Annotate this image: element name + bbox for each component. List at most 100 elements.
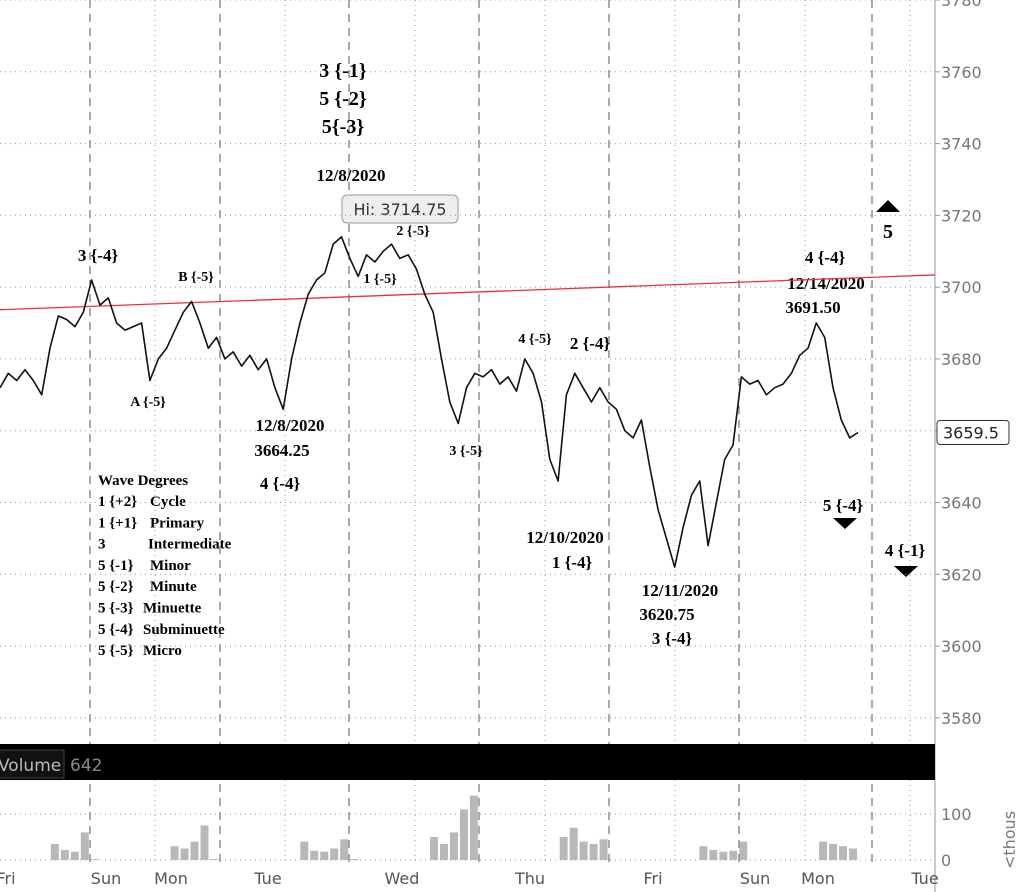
volume-bar — [350, 859, 359, 860]
x-tick-label: Fri — [0, 869, 16, 888]
x-tick-label: Sun — [91, 869, 121, 888]
volume-bar — [559, 837, 568, 860]
annotation: 12/10/2020 — [526, 528, 603, 547]
volume-bar — [729, 850, 738, 860]
volume-bar — [300, 841, 309, 860]
wave-degree-legend: Wave Degrees 1 {+2} Cycle 1 {+1} Primary 3 In… — [98, 473, 232, 659]
annotation: 1 {-5} — [363, 272, 397, 287]
hi-label: Hi: 3714.75 — [353, 200, 446, 219]
volume-bar — [180, 848, 189, 860]
volume-bar — [459, 809, 468, 860]
volume-header — [0, 744, 935, 780]
volume-bar — [849, 848, 857, 860]
volume-tick-label: 0 — [941, 851, 951, 870]
annotation: 3620.75 — [639, 605, 694, 624]
volume-bar — [80, 832, 89, 860]
annotation: B {-5} — [178, 270, 214, 285]
annotation: 3691.50 — [785, 298, 840, 317]
annotation: 5{-3} — [322, 116, 365, 138]
y-tick-label: 3640 — [941, 494, 982, 513]
annotation: A {-5} — [130, 395, 166, 410]
hi-bubble — [341, 194, 459, 224]
volume-bar — [699, 846, 708, 860]
annotation: 3 {-4} — [652, 629, 693, 648]
legend-name: Subminuette — [143, 622, 225, 638]
legend-name: Primary — [150, 515, 205, 531]
volume-bar — [569, 827, 578, 860]
trendline — [0, 274, 936, 311]
annotation: 4 {-4} — [260, 474, 301, 493]
annotation: 3 {-4} — [78, 246, 119, 265]
x-tick-label: Fri — [643, 869, 662, 888]
volume-bar — [579, 841, 588, 860]
annotation: 12/8/2020 — [317, 166, 386, 185]
y-tick-label: 3700 — [941, 278, 982, 297]
volume-bar — [60, 849, 69, 860]
volume-bar — [829, 843, 838, 860]
last-price-box — [936, 420, 1010, 446]
volume-bar — [170, 846, 179, 860]
volume-tick-label: 100 — [941, 805, 972, 824]
volume-bar — [589, 843, 598, 860]
annotation: 3 {-1} — [319, 60, 367, 82]
x-tick-label: Wed — [385, 869, 420, 888]
volume-bar — [70, 851, 79, 860]
volume-bar — [200, 825, 209, 860]
x-tick-label: Mon — [154, 869, 188, 888]
x-tick-label: Tue — [910, 869, 938, 888]
y-tick-label: 3580 — [941, 709, 982, 728]
x-tick-label: Sun — [740, 869, 770, 888]
legend-code: 5 {-4} — [98, 622, 134, 638]
volume-bar — [599, 839, 608, 860]
volume-label: Volume — [0, 756, 61, 776]
up-arrow — [876, 200, 900, 212]
down-arrow — [833, 518, 857, 529]
legend-title: Wave Degrees — [98, 473, 188, 489]
volume-bar — [469, 795, 478, 860]
last-price: 3659.5 — [943, 424, 999, 443]
annotation: 5 — [883, 221, 893, 243]
annotation: 12/8/2020 — [256, 416, 325, 435]
legend-name: Intermediate — [148, 537, 232, 553]
volume-bar — [210, 859, 219, 860]
annotation: 5 {-4} — [823, 496, 864, 515]
legend-code: 5 {-1} — [98, 558, 134, 574]
y-tick-label: 3600 — [941, 637, 982, 656]
legend-name: Minuette — [143, 601, 202, 617]
annotation: 4 {-5} — [518, 332, 552, 347]
annotation: 5 {-2} — [319, 88, 367, 110]
annotation: 3 {-5} — [449, 444, 483, 459]
x-tick-label: Tue — [253, 869, 281, 888]
legend-code: 1 {+1} — [98, 515, 137, 531]
y-tick-label: 3720 — [941, 206, 982, 225]
y-tick-label: 3620 — [941, 565, 982, 584]
price-line — [0, 236, 859, 568]
legend-code: 5 {-5} — [98, 643, 134, 659]
annotation: 4 {-4} — [805, 248, 846, 267]
legend-name: Minute — [150, 579, 197, 595]
volume-unit: <thous — [1000, 811, 1019, 869]
annotation: 3664.25 — [254, 441, 309, 460]
y-tick-label: 3780 — [941, 0, 982, 10]
annotation: 12/14/2020 — [787, 274, 864, 293]
volume-last: 642 — [70, 756, 102, 776]
volume-bar — [90, 859, 99, 860]
annotation: 2 {-4} — [570, 334, 611, 353]
volume-bar — [709, 849, 718, 860]
volume-bar — [330, 848, 339, 860]
legend-name: Minor — [150, 558, 191, 574]
volume-bar — [320, 851, 329, 860]
volume-bar — [819, 841, 828, 860]
volume-bar — [719, 851, 728, 860]
annotation: 12/11/2020 — [642, 581, 719, 600]
y-tick-label: 3740 — [941, 135, 982, 154]
annotation: 4 {-1} — [885, 541, 926, 560]
legend-code: 3 — [98, 537, 106, 553]
volume-bar — [310, 850, 319, 860]
annotation: 2 {-5} — [396, 224, 430, 239]
x-tick-label: Mon — [801, 869, 835, 888]
legend-code: 5 {-2} — [98, 579, 134, 595]
volume-bar — [739, 841, 748, 860]
volume-bar — [439, 843, 448, 860]
